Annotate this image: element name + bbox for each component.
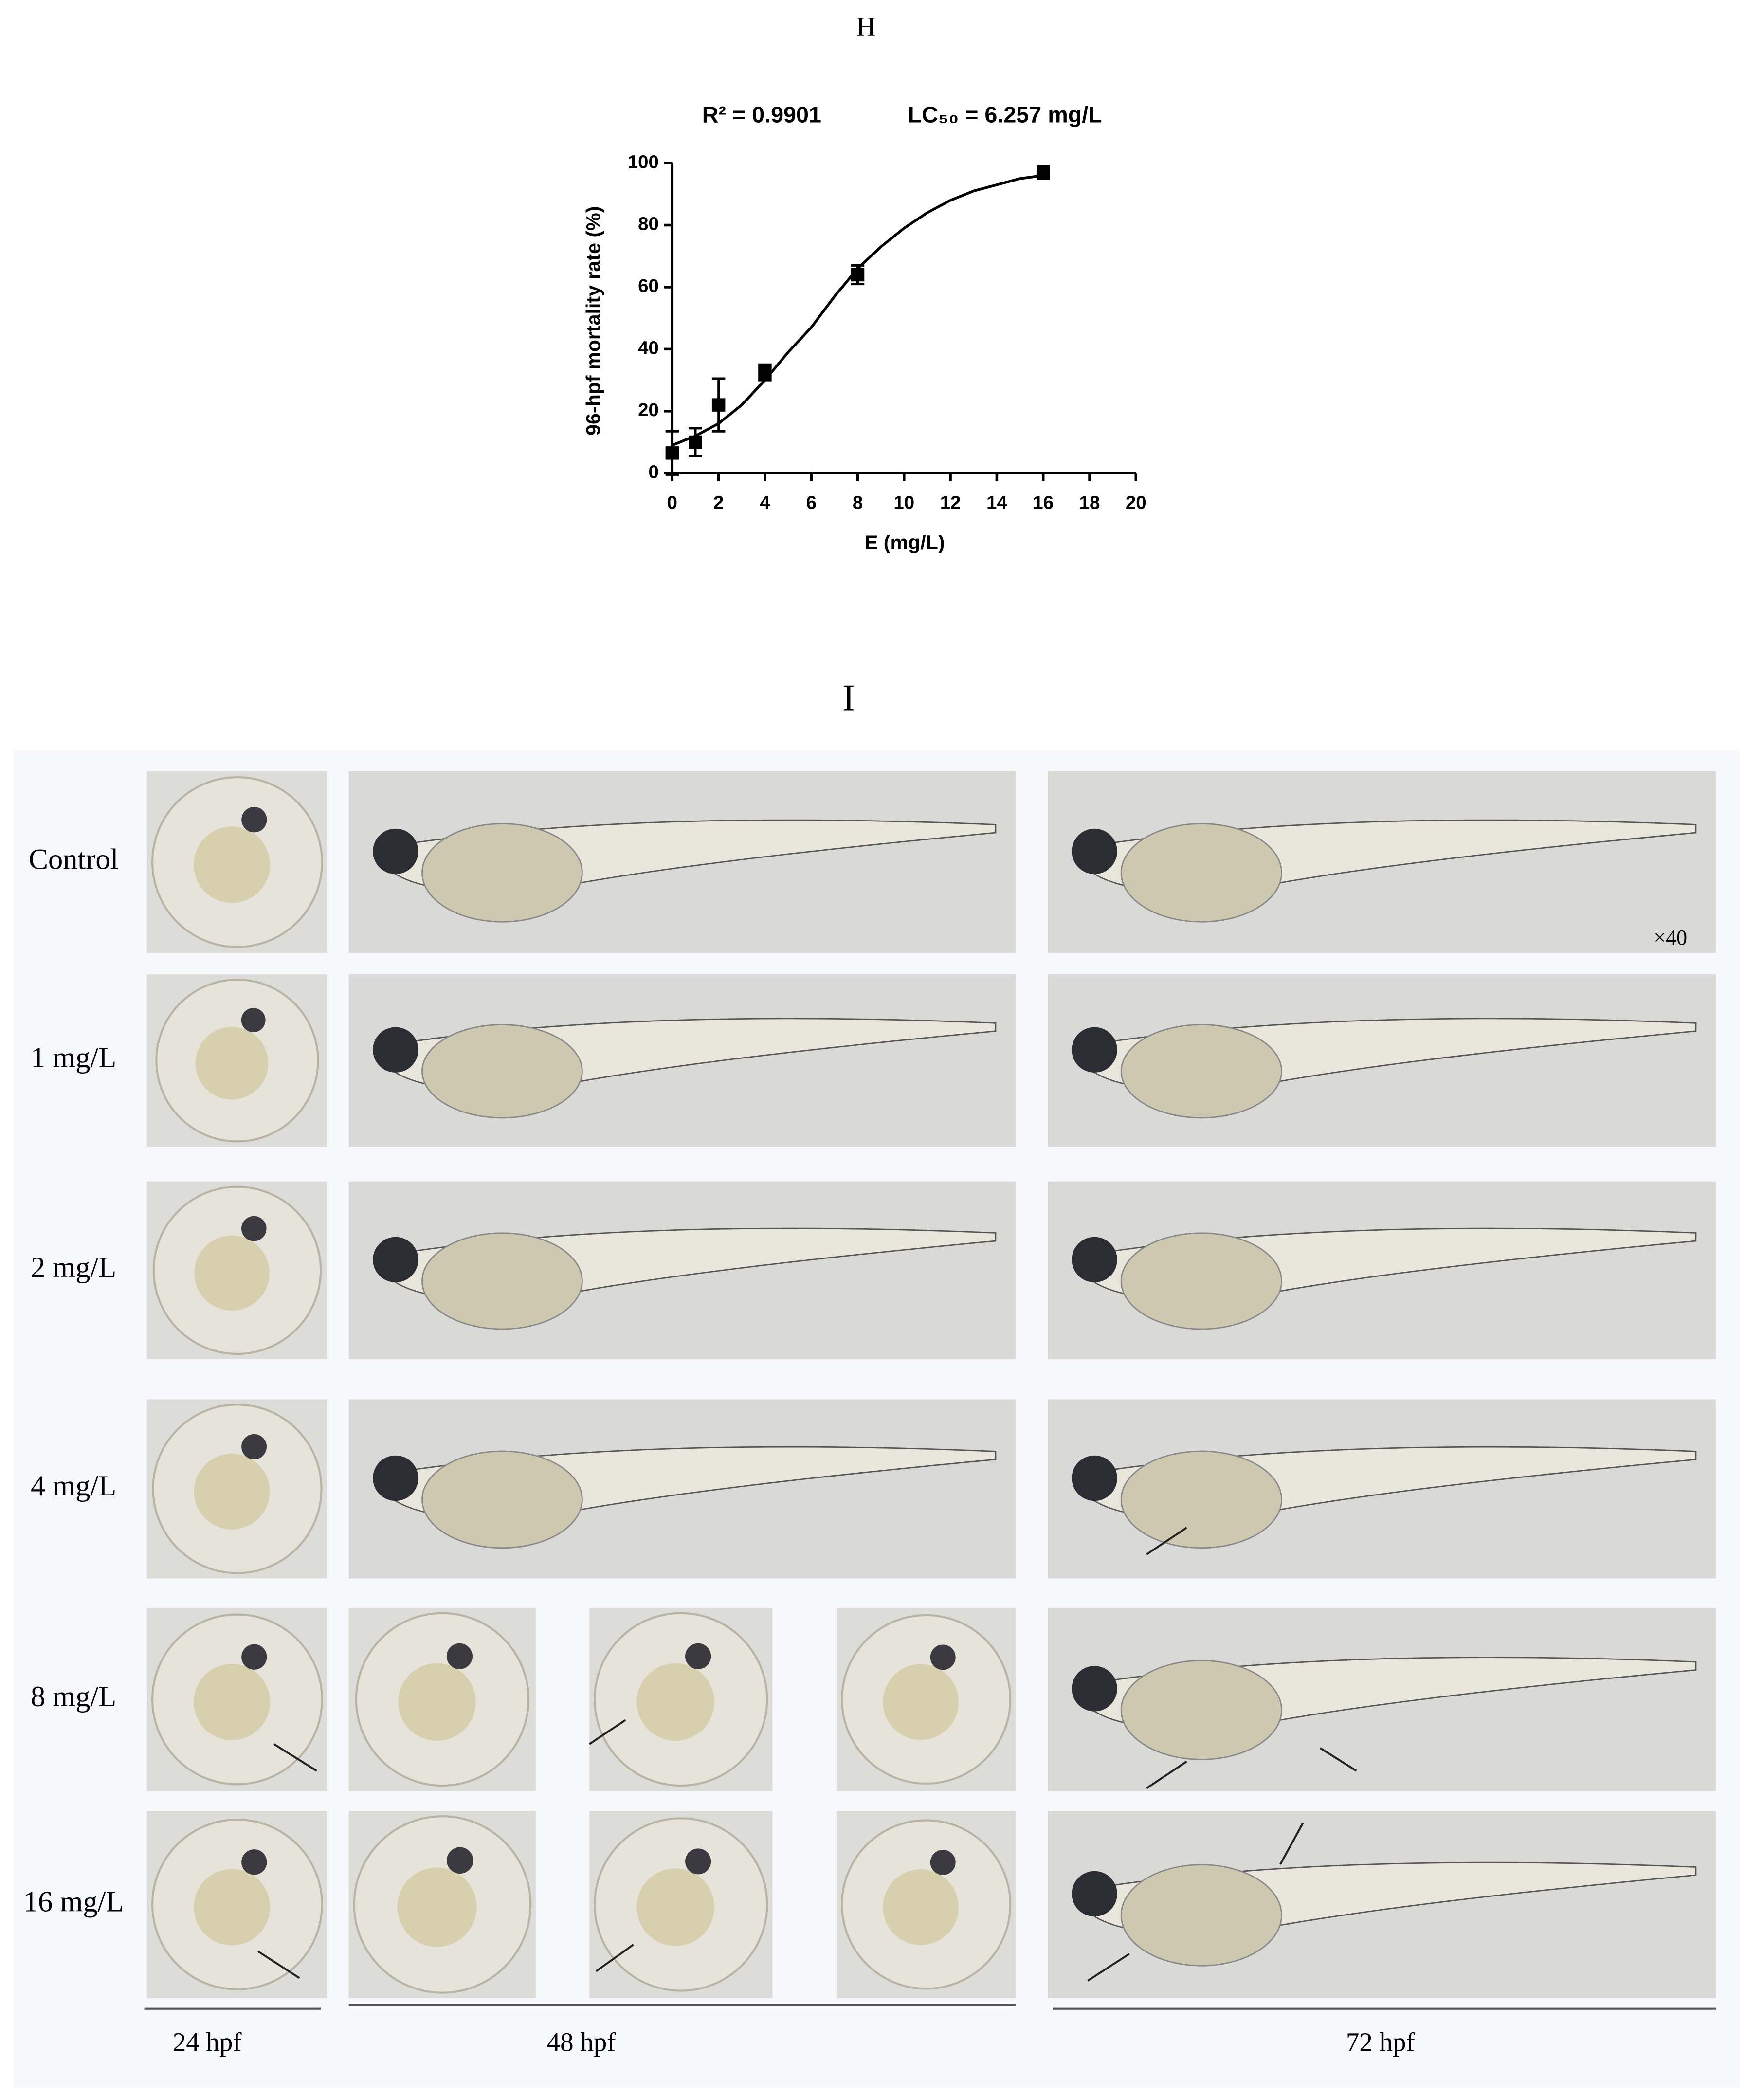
x-tick-label: 4 bbox=[760, 492, 770, 513]
y-tick-label: 80 bbox=[638, 214, 659, 235]
eye bbox=[241, 1644, 267, 1670]
x-axis-label: E (mg/L) bbox=[865, 531, 945, 554]
yolk bbox=[421, 1450, 583, 1549]
eye bbox=[1072, 1237, 1117, 1283]
data-point bbox=[665, 446, 679, 460]
column-label: 48 hpf bbox=[547, 2027, 617, 2057]
y-tick-label: 40 bbox=[638, 338, 659, 359]
row-label: 1 mg/L bbox=[31, 1041, 116, 1074]
yolk bbox=[193, 1869, 270, 1946]
y-tick-label: 100 bbox=[628, 151, 659, 172]
yolk bbox=[421, 823, 583, 923]
y-axis-label: 96-hpf mortality rate (%) bbox=[582, 206, 604, 435]
row-label: 2 mg/L bbox=[31, 1251, 116, 1284]
x-tick-label: 10 bbox=[893, 492, 914, 513]
x-tick-label: 12 bbox=[940, 492, 961, 513]
eye bbox=[930, 1644, 956, 1670]
eye bbox=[373, 1027, 418, 1073]
row-label: 4 mg/L bbox=[31, 1470, 116, 1502]
eye bbox=[1072, 1871, 1117, 1917]
fit-curve bbox=[672, 174, 1044, 447]
yolk bbox=[636, 1868, 714, 1946]
yolk bbox=[195, 1026, 269, 1100]
yolk bbox=[636, 1663, 714, 1741]
yolk bbox=[194, 1235, 270, 1311]
x-tick-label: 6 bbox=[806, 492, 817, 513]
arrow bbox=[1146, 1527, 1187, 1555]
yolk bbox=[1120, 1024, 1282, 1119]
x-tick-label: 2 bbox=[713, 492, 724, 513]
arrow bbox=[257, 1950, 300, 1979]
yolk bbox=[397, 1867, 477, 1947]
eye bbox=[373, 1237, 418, 1283]
eye bbox=[1072, 828, 1117, 875]
yolk bbox=[883, 1869, 959, 1945]
x-tick-label: 8 bbox=[853, 492, 863, 513]
yolk bbox=[883, 1664, 959, 1740]
data-point bbox=[711, 398, 726, 412]
panel-label: H bbox=[856, 12, 876, 41]
eye bbox=[1072, 1666, 1117, 1712]
eye bbox=[241, 807, 267, 833]
row-label: 16 mg/L bbox=[23, 1885, 124, 1918]
panel-label: I bbox=[842, 676, 855, 718]
eye bbox=[373, 828, 418, 875]
eye bbox=[930, 1849, 956, 1875]
yolk bbox=[398, 1663, 476, 1741]
yolk bbox=[421, 1232, 583, 1330]
yolk bbox=[193, 826, 270, 903]
eye bbox=[446, 1643, 473, 1669]
eye bbox=[1072, 1455, 1117, 1501]
yolk bbox=[1120, 1659, 1282, 1760]
yolk bbox=[193, 1663, 270, 1740]
y-tick-label: 20 bbox=[638, 400, 659, 420]
annotation: R² = 0.9901 bbox=[702, 102, 821, 127]
eye bbox=[241, 1434, 267, 1459]
x-tick-label: 16 bbox=[1033, 492, 1054, 513]
eye bbox=[685, 1643, 711, 1669]
arrow bbox=[595, 1944, 634, 1972]
x-tick-label: 0 bbox=[667, 492, 677, 513]
yolk bbox=[1120, 1232, 1282, 1330]
eye bbox=[1072, 1027, 1117, 1073]
yolk bbox=[1120, 1450, 1282, 1549]
column-label: 72 hpf bbox=[1346, 2027, 1416, 2057]
x-tick-label: 14 bbox=[986, 492, 1007, 513]
eye bbox=[685, 1848, 711, 1875]
y-tick-label: 60 bbox=[638, 275, 659, 296]
row-label: 8 mg/L bbox=[31, 1680, 116, 1713]
x-tick-label: 20 bbox=[1126, 492, 1146, 513]
annotation: LC₅₀ = 6.257 mg/L bbox=[908, 102, 1102, 127]
arrow bbox=[1087, 1953, 1130, 1982]
arrow bbox=[273, 1743, 317, 1772]
y-tick-label: 0 bbox=[648, 461, 658, 482]
arrow bbox=[1279, 1822, 1304, 1865]
yolk bbox=[1120, 1864, 1282, 1967]
yolk bbox=[1120, 823, 1282, 923]
arrow bbox=[1320, 1747, 1357, 1772]
data-point bbox=[758, 365, 772, 379]
eye bbox=[373, 1455, 418, 1501]
arrow bbox=[1146, 1760, 1187, 1789]
magnification: ×40 bbox=[1654, 926, 1687, 949]
eye bbox=[241, 1008, 266, 1033]
photo-grid bbox=[147, 771, 1716, 1998]
x-tick-label: 18 bbox=[1079, 492, 1100, 513]
eye bbox=[241, 1216, 267, 1241]
row-label: Control bbox=[29, 843, 119, 875]
arrow bbox=[588, 1719, 626, 1745]
eye bbox=[241, 1849, 267, 1875]
yolk bbox=[194, 1454, 270, 1530]
yolk bbox=[421, 1024, 583, 1119]
column-label: 24 hpf bbox=[173, 2027, 242, 2057]
eye bbox=[447, 1847, 473, 1874]
